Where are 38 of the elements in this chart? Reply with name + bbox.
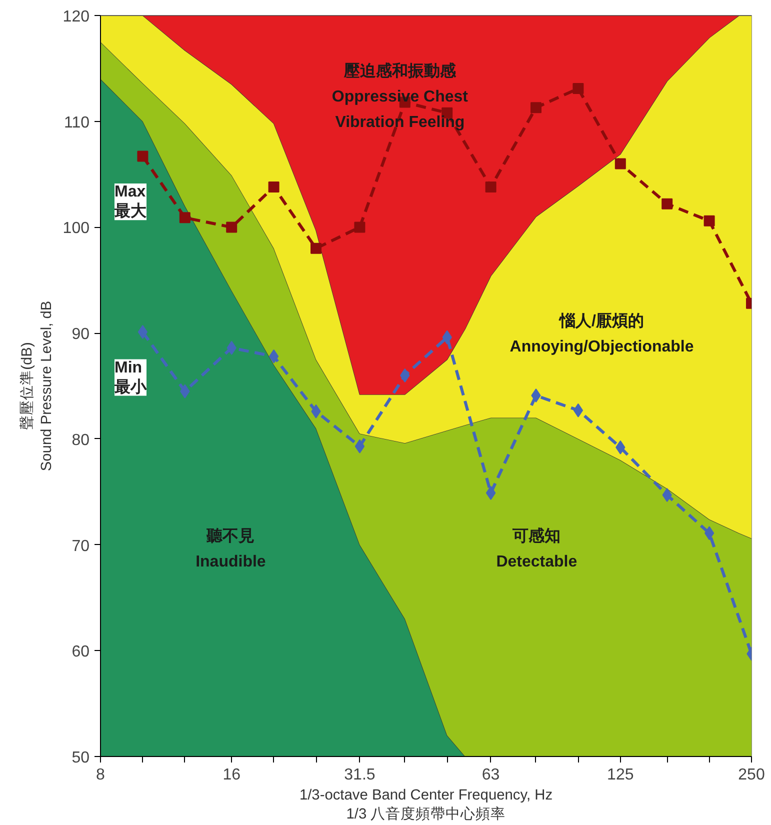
point (354, 222, 366, 233)
annotation: 聽不見 Inaudible (196, 526, 266, 570)
point (137, 150, 148, 162)
y-tick-label: 100 (62, 220, 90, 238)
x-tick-label: 16 (222, 766, 241, 784)
annotation: 壓迫感和振動感 Oppressive Chest Vibration Feeling (332, 62, 469, 132)
annotation: 可感知 Detectable (496, 526, 578, 570)
point (138, 325, 148, 340)
point (354, 439, 365, 454)
point (573, 403, 584, 418)
y-tick-label: 60 (72, 644, 90, 661)
y-tick-label: 90 (72, 326, 90, 344)
point (486, 486, 496, 500)
point (662, 198, 673, 210)
y-axis-title: 聲壓位準(dB) Sound Pressure Level, dB (18, 300, 55, 472)
point (485, 181, 496, 192)
series-label: Max 最大 (114, 184, 148, 220)
x-tick-label: 63 (482, 766, 500, 784)
y-tick-label: 120 (62, 8, 90, 26)
x-tick-label: 250 (738, 766, 765, 784)
point (704, 215, 715, 226)
y-tick-label: 110 (64, 114, 90, 132)
x-tick-label: 125 (607, 766, 634, 784)
point (530, 102, 542, 114)
point (179, 212, 190, 224)
annotation: 惱人/厭煩的 Annoying/Objectionable (510, 312, 694, 356)
x-tick-label: 31.5 (344, 766, 376, 784)
x-axis-title: 1/3-octave Band Center Frequency, Hz 1/3 八音度頻帶中心頻率 (299, 788, 553, 823)
series-label: Min 最小 (114, 359, 148, 396)
point (310, 242, 322, 254)
point (572, 83, 584, 94)
point (268, 349, 279, 364)
point (268, 181, 280, 192)
x-tick-label: 8 (96, 766, 106, 784)
y-tick-label: 50 (72, 750, 90, 766)
point (704, 526, 714, 540)
y-tick-label: 70 (72, 538, 90, 555)
y-tick-label: 80 (72, 432, 90, 449)
